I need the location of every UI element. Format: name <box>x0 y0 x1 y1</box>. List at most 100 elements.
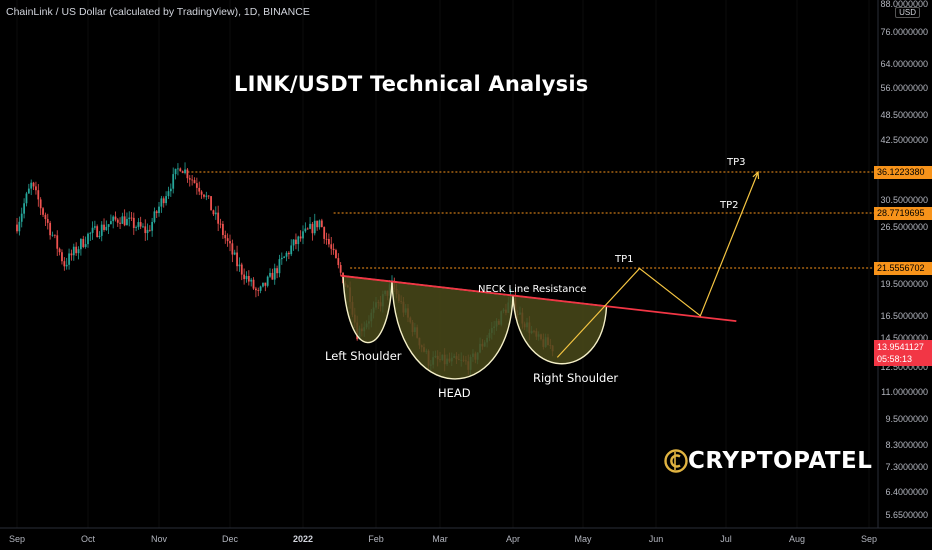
candle-body <box>123 216 126 226</box>
candle-body <box>148 229 151 231</box>
target-level-tag: 36.1223380 <box>874 165 932 179</box>
candle <box>158 202 160 217</box>
candle <box>200 190 203 199</box>
candle <box>302 225 304 245</box>
candle <box>247 270 250 286</box>
candle-body <box>188 178 191 180</box>
candle <box>65 257 68 270</box>
candle-body <box>174 168 177 175</box>
candle <box>132 212 135 235</box>
candle <box>318 219 321 230</box>
tp2-label: TP2 <box>720 200 739 211</box>
candle <box>280 252 283 265</box>
time-tick-label: Jun <box>648 534 664 544</box>
projection-line <box>556 171 759 358</box>
candle <box>259 285 262 294</box>
candle-body <box>243 274 246 280</box>
candle-body <box>229 241 231 244</box>
price-tick-label: 64.0000000 <box>880 59 928 69</box>
candle-body <box>56 235 59 249</box>
candle-body <box>219 223 222 225</box>
candle <box>105 220 108 231</box>
candle <box>276 265 278 279</box>
candle <box>148 225 151 232</box>
time-tick-label: Dec <box>221 534 239 544</box>
candle-body <box>53 234 56 236</box>
candle-body <box>320 220 323 228</box>
candle-body <box>224 235 227 239</box>
candle <box>198 181 201 196</box>
candle-body <box>80 238 82 250</box>
candle-body <box>257 290 260 292</box>
candle <box>313 213 316 236</box>
candle <box>304 222 307 233</box>
candle <box>224 230 227 244</box>
candle-body <box>285 252 288 257</box>
candle-body <box>195 183 198 188</box>
candle <box>103 218 105 232</box>
candle <box>89 231 92 241</box>
candle <box>266 275 269 288</box>
candle-body <box>264 282 267 286</box>
candle-body <box>337 258 340 266</box>
currency-badge[interactable]: USD <box>895 7 920 18</box>
candle <box>287 251 290 260</box>
projection-arrowhead <box>752 170 760 180</box>
candle-body <box>32 182 35 187</box>
candle-body <box>313 220 316 234</box>
candle <box>128 211 131 227</box>
candle <box>257 287 260 297</box>
time-tick-label: Sep <box>860 534 878 544</box>
left-shoulder-label: Left Shoulder <box>325 349 402 363</box>
candle-body <box>93 226 96 228</box>
candle <box>309 217 311 230</box>
time-tick-label: Jul <box>720 534 732 544</box>
candle-body <box>266 276 269 286</box>
candle-body <box>240 264 243 275</box>
candle-body <box>302 231 304 239</box>
candle <box>61 249 63 265</box>
candle-body <box>89 232 92 234</box>
time-tick-label: Aug <box>788 534 806 544</box>
candle-body <box>278 259 281 274</box>
symbol-header[interactable]: ChainLink / US Dollar (calculated by Tra… <box>6 6 310 18</box>
candle <box>339 262 342 277</box>
candle-body <box>100 224 103 236</box>
candle <box>273 263 276 285</box>
time-tick-label: May <box>574 534 592 544</box>
price-tick-label: 12.5000000 <box>880 362 928 372</box>
candle <box>181 170 184 174</box>
candle <box>35 181 37 195</box>
candle-body <box>290 245 293 255</box>
candle-body <box>77 249 80 254</box>
candle <box>238 257 241 272</box>
candle <box>299 230 302 242</box>
price-tick-label: 26.5000000 <box>880 222 928 232</box>
candle <box>107 224 110 235</box>
candle-body <box>335 250 337 259</box>
candle-body <box>23 203 25 214</box>
candle-body <box>42 208 44 215</box>
candle-body <box>287 252 290 255</box>
candle-body <box>18 221 21 232</box>
right-shoulder-label: Right Shoulder <box>533 371 619 385</box>
candle-body <box>142 226 144 228</box>
candle <box>75 242 78 256</box>
candle <box>205 191 208 201</box>
time-tick-label: 2022 <box>292 534 314 544</box>
candle-body <box>49 222 52 236</box>
candle-body <box>210 196 212 211</box>
candle <box>84 236 87 249</box>
projection-path <box>556 170 760 358</box>
candle-body <box>107 224 110 227</box>
candle-body <box>30 182 33 189</box>
candle <box>139 216 142 230</box>
candle <box>325 232 328 245</box>
candle-body <box>20 213 23 222</box>
candle <box>100 221 103 242</box>
candle <box>271 268 274 280</box>
candle-body <box>217 212 220 224</box>
candle-body <box>318 220 321 228</box>
candle-body <box>255 288 257 291</box>
